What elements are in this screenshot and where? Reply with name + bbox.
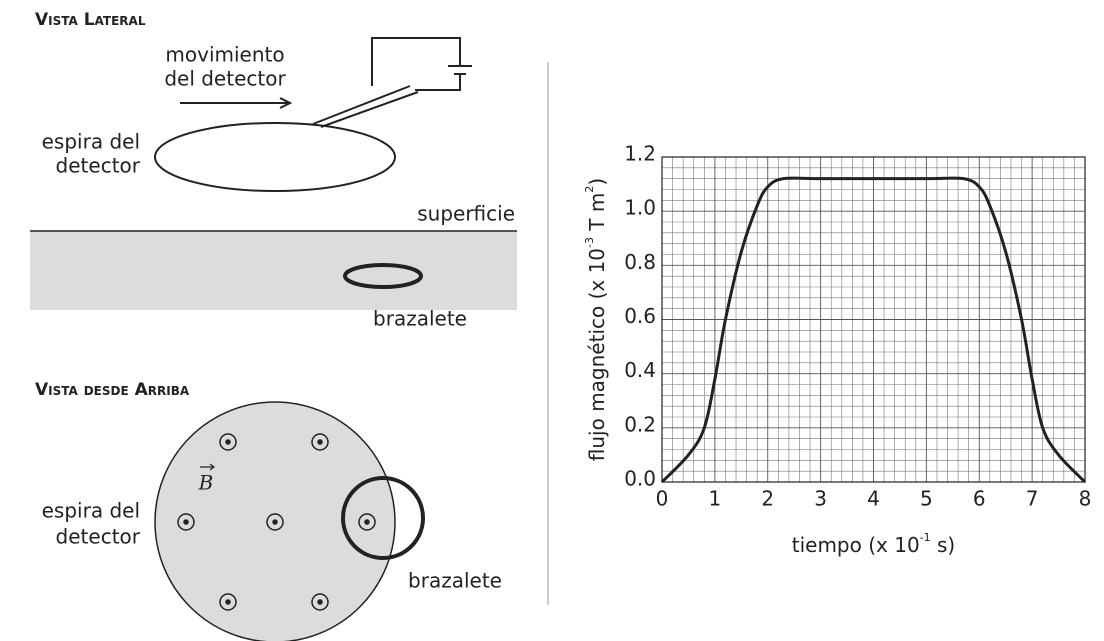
x-tick-label: 4 bbox=[867, 487, 880, 511]
y-tick-label: 0.0 bbox=[624, 467, 656, 491]
circuit bbox=[372, 38, 472, 90]
arrow bbox=[180, 98, 290, 108]
loop-label: detector bbox=[56, 154, 141, 178]
section-title: Vista desde Arriba bbox=[35, 380, 190, 400]
page: Vista Lateral movimiento del detector es… bbox=[0, 0, 1104, 641]
xlabel-part: -1 bbox=[920, 531, 931, 544]
x-tick-label: 1 bbox=[709, 487, 722, 511]
xlabel-part: s) bbox=[931, 533, 956, 557]
ylabel-label: flujo magnético (x 10-3 T m2) bbox=[583, 178, 609, 461]
section-title: Vista Lateral bbox=[35, 10, 146, 30]
ylabel-part: ) bbox=[585, 178, 609, 186]
x-tick-label: 7 bbox=[1026, 487, 1039, 511]
loop-label: detector bbox=[56, 525, 141, 549]
y-tick-label: 0.8 bbox=[624, 250, 656, 274]
loop-label: espira del bbox=[42, 499, 140, 523]
ylabel-part: 2 bbox=[583, 186, 596, 193]
x-tick-label: 3 bbox=[814, 487, 827, 511]
wire bbox=[313, 86, 418, 127]
surface-label: superficie bbox=[417, 202, 515, 226]
y-tick-label: 0.6 bbox=[624, 304, 656, 328]
field-label: B bbox=[198, 471, 214, 495]
x-tick-label: 8 bbox=[1079, 487, 1092, 511]
y-tick-label: 0.2 bbox=[624, 412, 656, 436]
ylabel-part: -3 bbox=[583, 237, 596, 248]
y-tick-label: 1.0 bbox=[624, 196, 656, 220]
xlabel-label: tiempo (x 10-1 s) bbox=[792, 531, 955, 557]
x-tick-label: 5 bbox=[920, 487, 933, 511]
motion-label: del detector bbox=[164, 67, 286, 91]
loop-label: espira del bbox=[42, 130, 140, 154]
ylabel-part: T m bbox=[585, 193, 609, 237]
ylabel-part: flujo magnético (x 10 bbox=[585, 248, 609, 461]
x-tick-label: 2 bbox=[761, 487, 774, 511]
y-tick-label: 1.2 bbox=[624, 142, 656, 166]
motion-label: movimiento bbox=[165, 43, 284, 67]
detector-loop bbox=[155, 123, 395, 191]
y-tick-label: 0.4 bbox=[624, 358, 656, 382]
bracelet-label: brazalete bbox=[408, 569, 502, 593]
xlabel-part: tiempo (x 10 bbox=[792, 533, 920, 557]
x-tick-label: 6 bbox=[973, 487, 986, 511]
bracelet-label: brazalete bbox=[373, 307, 467, 331]
ground bbox=[30, 231, 517, 310]
chart: 0 1 2 3 4 5 6 7 8 0.0 0.2 0.4 0.6 0.8 1.0 1.2 tiempo (x … bbox=[583, 142, 1091, 557]
x-tick-label: 0 bbox=[656, 487, 669, 511]
